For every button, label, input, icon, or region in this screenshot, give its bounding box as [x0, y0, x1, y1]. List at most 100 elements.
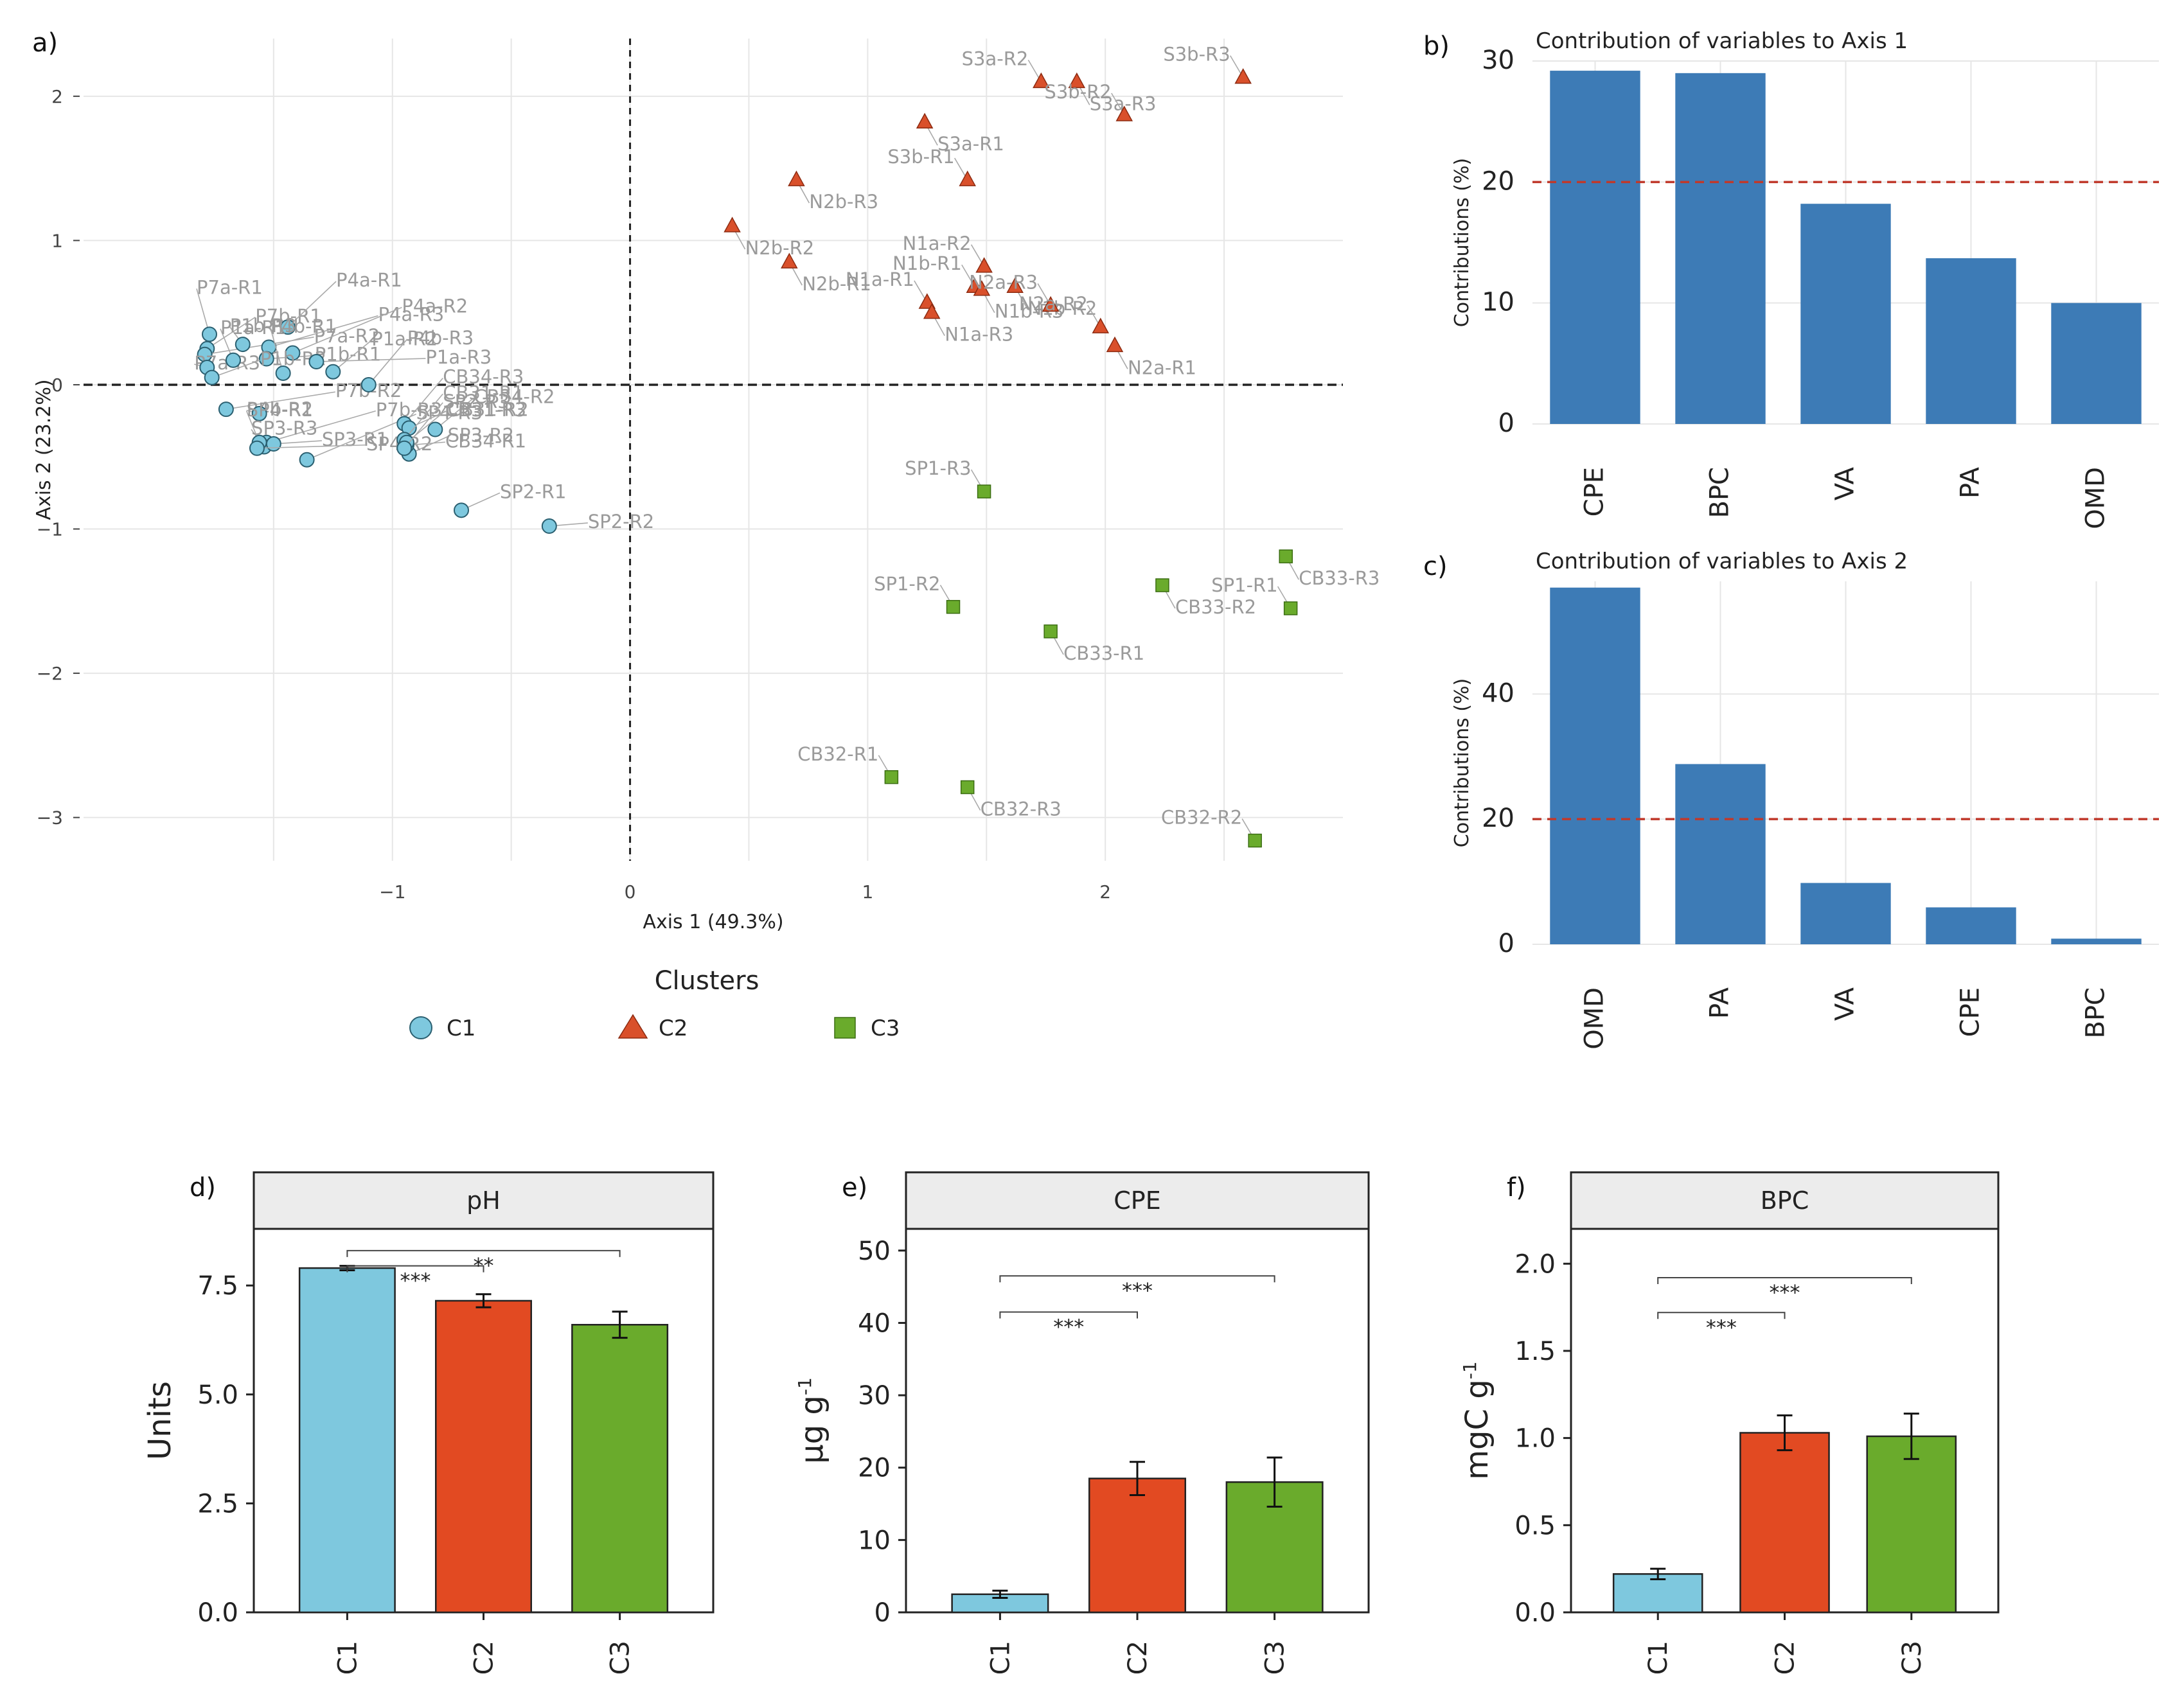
significance-bracket [999, 1275, 1275, 1283]
contribution-bar [2051, 938, 2142, 944]
point-c2 [1234, 68, 1252, 84]
label-leader [332, 340, 372, 373]
point-label: N2a-R2 [1019, 293, 1088, 315]
y-axis-title: Axis 2 (23.2%) [33, 379, 55, 520]
point-label: S3a-R2 [962, 48, 1029, 69]
x-tick-label: 1 [862, 881, 873, 903]
point-c1 [235, 337, 251, 353]
cluster-bar [571, 1324, 669, 1614]
y-tick-label: 40 [1482, 678, 1514, 708]
point-label: N1a-R2 [903, 233, 972, 254]
x-tick-label: VA [1831, 987, 1860, 1021]
point-label: CB32-R1 [797, 743, 878, 765]
point-label: SP1-R2 [874, 573, 940, 595]
x-tick-label: −1 [379, 881, 405, 903]
panel-e-cpe-bars: e) CPE 0 10 20 30 40 50 C1 C2 C3 *** *** µg g-1 [794, 1171, 1370, 1675]
legend-label: C2 [659, 1016, 688, 1041]
y-tick-label: 0.5 [1514, 1511, 1556, 1540]
panel-label: f) [1507, 1173, 1526, 1203]
chart-title: Contribution of variables to Axis 2 [1536, 549, 1908, 574]
panel-a-pca-scatter: a) −1 0 1 2 −3 −2 −1 0 1 2 Axis 1 (49.3%) Axis 2 (23… [32, 28, 1380, 1041]
significance-label: *** [1122, 1278, 1153, 1303]
point-label: SP2-R1 [500, 480, 566, 502]
legend-key-c2 [617, 1014, 648, 1039]
y-tick-label: −3 [37, 807, 63, 829]
point-c2 [923, 303, 941, 319]
significance-label: *** [1770, 1280, 1800, 1305]
point-label: SP3-R2 [448, 425, 514, 446]
label-leader [404, 402, 443, 449]
chart-title: Contribution of variables to Axis 1 [1536, 28, 1908, 54]
point-c3 [1248, 833, 1262, 848]
point-label: P4b-R3 [407, 327, 474, 349]
label-leader [196, 288, 210, 335]
point-label: N2b-R2 [745, 237, 815, 259]
point-label: P1a-R2 [371, 328, 438, 350]
y-axis-title: Contributions (%) [1451, 678, 1473, 847]
x-tick-label: CPE [1956, 987, 1985, 1037]
point-label: N2b-R3 [809, 191, 878, 213]
y-tick-label: 7.5 [197, 1271, 238, 1301]
cluster-bar [298, 1267, 396, 1614]
point-c3 [1043, 624, 1058, 639]
point-label: S3b-R2 [1044, 81, 1111, 103]
label-leader [434, 397, 474, 430]
label-leader [256, 444, 366, 449]
contribution-bar [2051, 303, 2142, 424]
panel-label: b) [1423, 31, 1450, 61]
point-c2 [975, 257, 993, 273]
point-label: N1b-R1 [892, 252, 962, 274]
point-label: P1a-R1 [220, 317, 287, 339]
y-axis-title-main: Units [142, 1381, 178, 1460]
legend-label: C3 [871, 1016, 900, 1041]
label-leader [287, 281, 337, 328]
point-c1 [280, 319, 296, 335]
point-label: P4b-R1 [271, 315, 337, 337]
x-tick-label: BPC [1705, 467, 1735, 518]
y-axis-title-main: µg g [794, 1395, 830, 1464]
significance-label: *** [400, 1269, 431, 1293]
y-axis-title: Units [142, 1381, 178, 1460]
point-label: SP2-R3 [443, 391, 509, 412]
x-tick-label: C1 [333, 1641, 362, 1675]
point-c2 [1068, 72, 1086, 89]
x-tick-label: PA [1705, 987, 1735, 1019]
label-leader [206, 317, 256, 349]
panel-label: d) [190, 1173, 216, 1203]
y-tick-label: 10 [858, 1526, 891, 1555]
point-label: CB33-R3 [1299, 567, 1380, 589]
significance-bracket [346, 1249, 621, 1257]
point-label: N2a-R3 [969, 271, 1038, 293]
point-label: SP2-R2 [588, 511, 654, 533]
y-tick-label: 0 [1498, 409, 1514, 438]
legend-key-c3 [834, 1017, 856, 1039]
panel-label: e) [842, 1173, 867, 1203]
x-tick-label: C1 [986, 1641, 1015, 1675]
x-tick-label: C2 [1123, 1641, 1153, 1675]
y-tick-label: 0.0 [1514, 1598, 1556, 1628]
point-label: P7a-R1 [197, 276, 263, 298]
point-label: CB31-R1 [443, 382, 524, 403]
y-axis-title: mgC g-1 [1459, 1361, 1495, 1479]
significance-bracket [1657, 1276, 1912, 1284]
x-tick-label: C3 [1897, 1641, 1927, 1675]
point-label: CB34-R3 [443, 366, 524, 388]
point-label: CB32-R3 [981, 798, 1061, 820]
y-tick-label: 2 [51, 86, 63, 107]
point-c2 [973, 280, 991, 296]
label-leader [266, 410, 376, 443]
x-tick-label: C2 [470, 1641, 499, 1675]
label-leader [316, 358, 426, 362]
y-axis-title-main: mgC g [1459, 1379, 1495, 1479]
y-tick-label: 20 [858, 1454, 891, 1483]
significance-label: *** [1706, 1315, 1737, 1339]
panel-b-axis1-contributions: b) Contribution of variables to Axis 1 0 10… [1423, 28, 2159, 529]
point-label: N1a-R1 [846, 269, 914, 290]
point-c1 [249, 440, 265, 456]
point-label: S3b-R1 [887, 146, 954, 168]
point-c1 [251, 405, 267, 421]
contribution-bar [1800, 883, 1891, 944]
label-leader [269, 327, 284, 374]
point-label: N1b-R2 [1028, 297, 1097, 319]
